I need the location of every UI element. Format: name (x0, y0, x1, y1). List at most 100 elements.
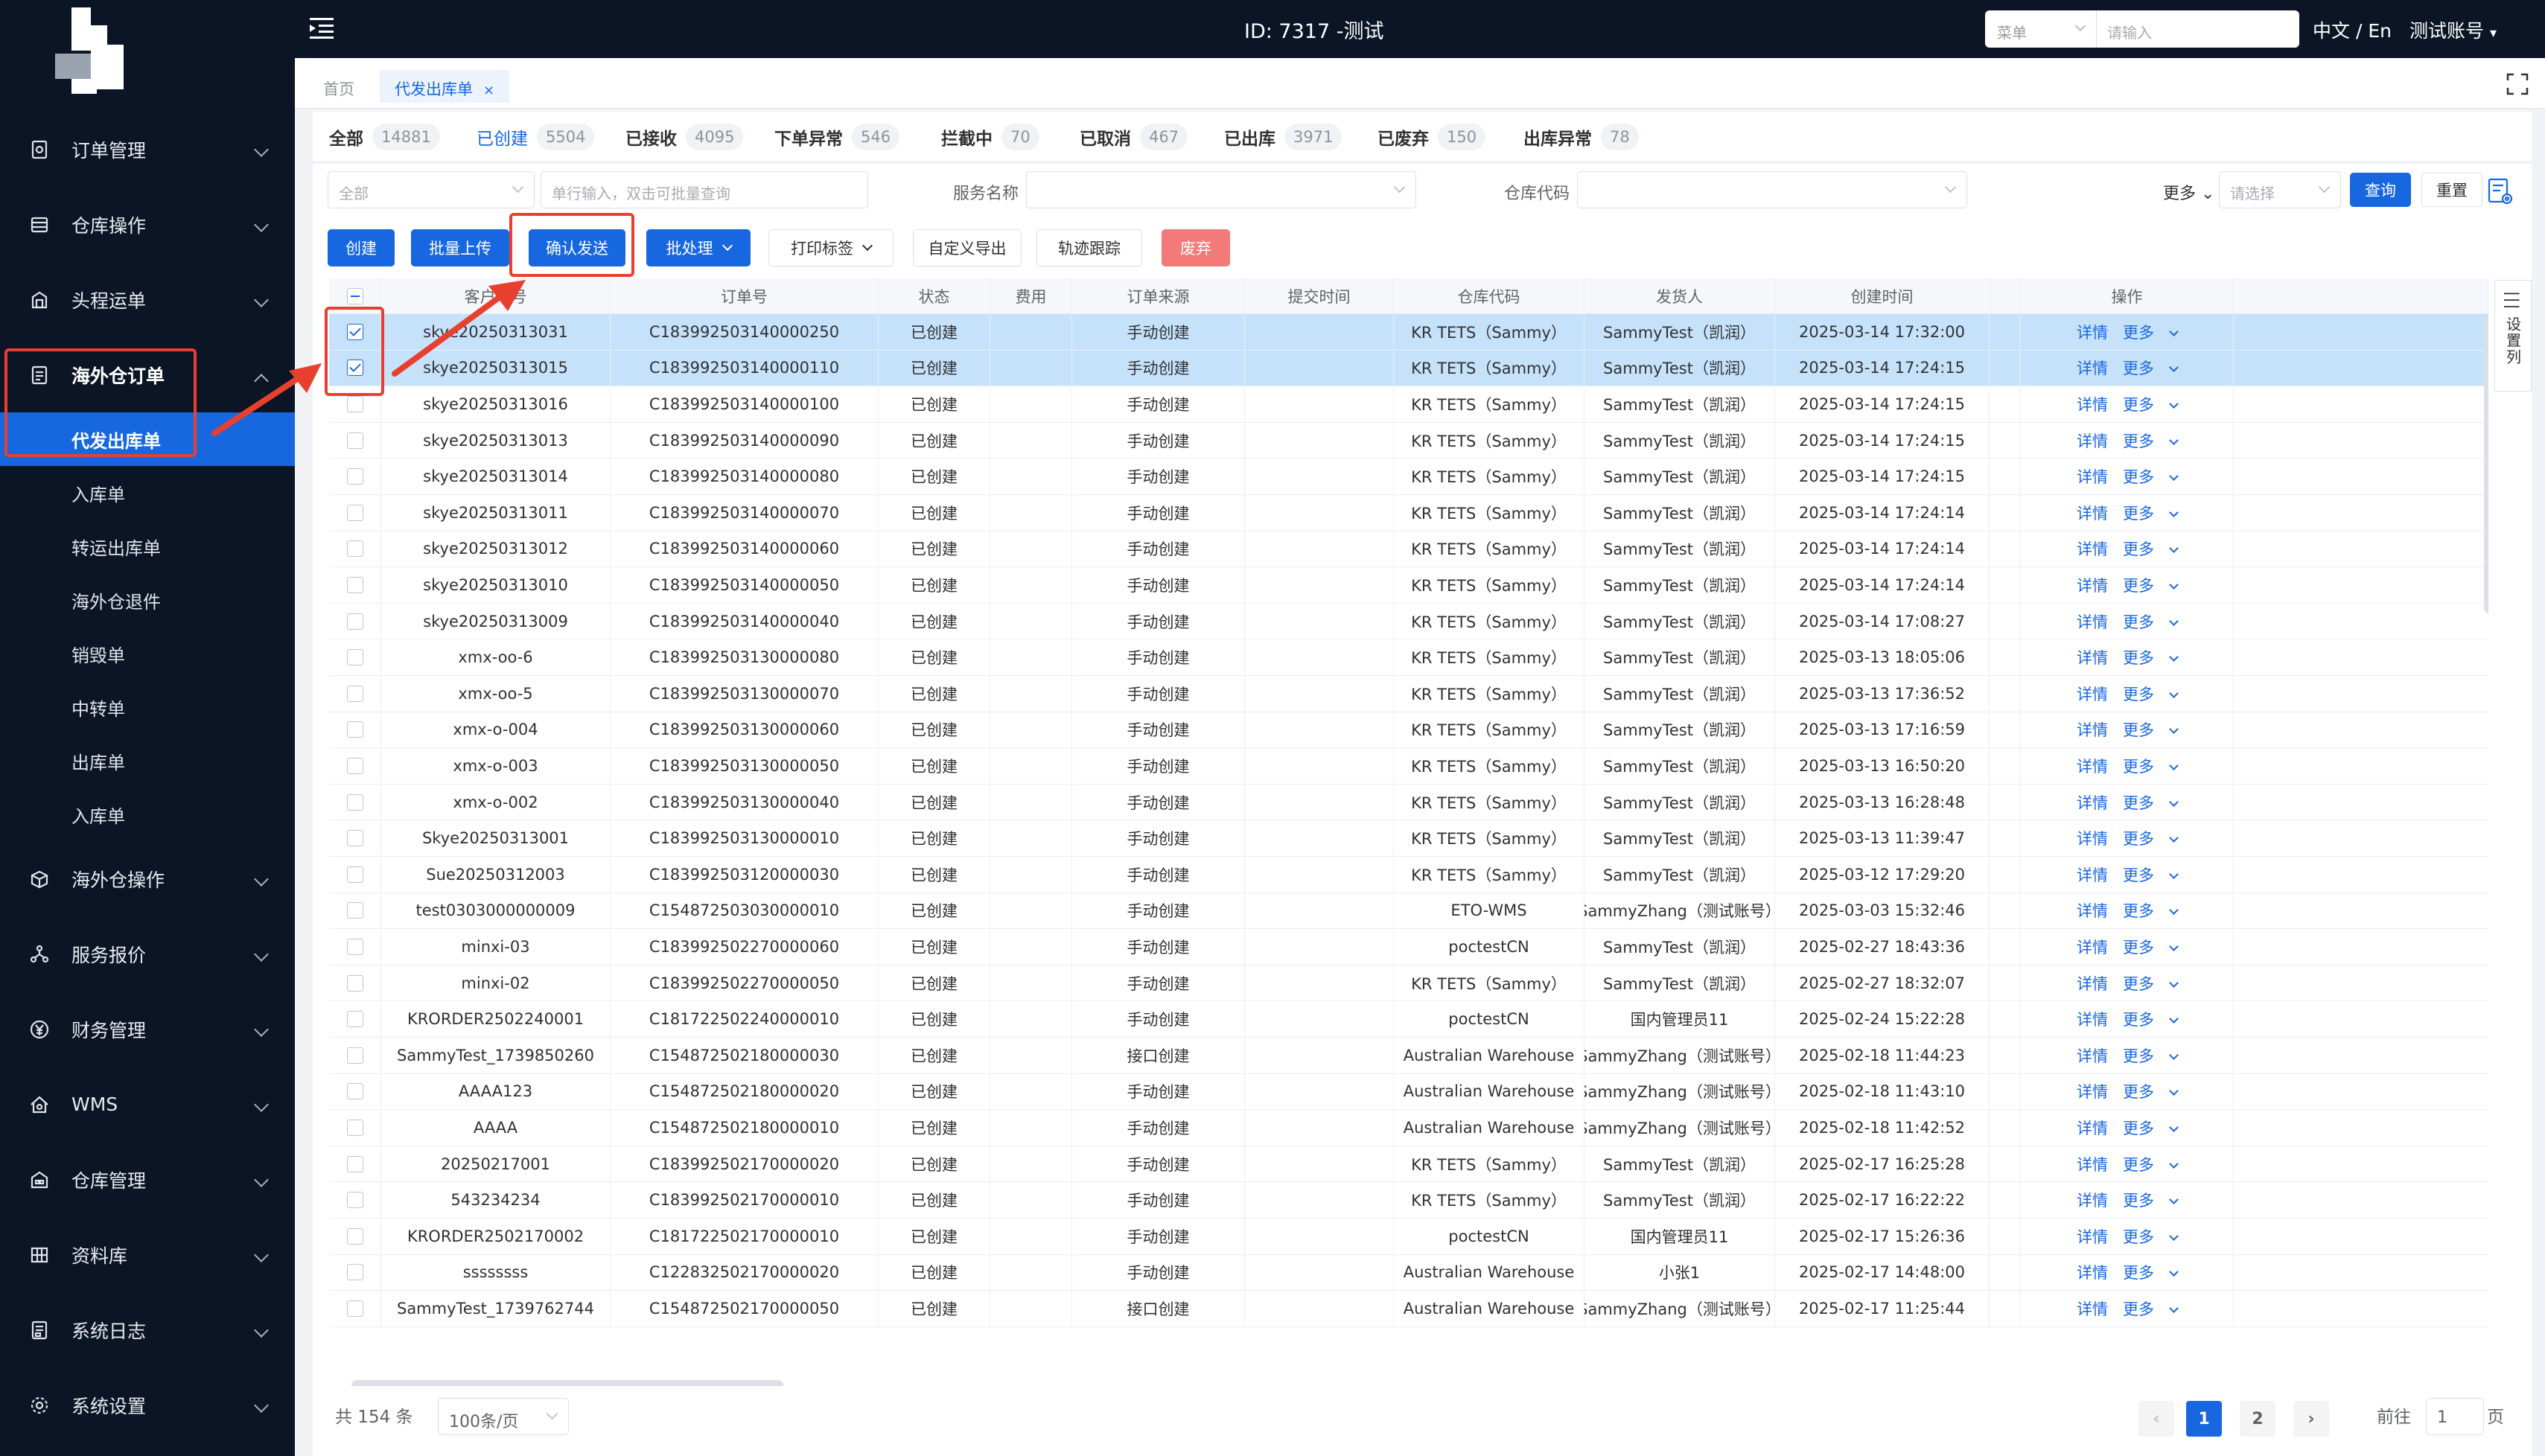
row-checkbox[interactable] (346, 649, 363, 666)
row-checkbox[interactable] (346, 323, 363, 340)
detail-link[interactable]: 详情 (2077, 1264, 2108, 1283)
detail-link[interactable]: 详情 (2077, 1083, 2108, 1102)
table-settings-icon[interactable] (2487, 177, 2514, 205)
order-search-input[interactable]: 单行输入，双击可批量查询 (541, 171, 868, 208)
row-checkbox[interactable] (346, 1300, 363, 1317)
more-link[interactable]: 更多 (2123, 321, 2179, 343)
tab-current[interactable]: 代发出库单 × (380, 70, 510, 103)
more-link[interactable]: 更多 (2123, 791, 2179, 814)
scope-select[interactable]: 全部 (328, 171, 535, 208)
more-link[interactable]: 更多 (2123, 1261, 2179, 1283)
table-row[interactable]: minxi-03 C183992502270000060 已创建 手动创建 poctes… (329, 929, 2488, 965)
more-link[interactable]: 更多 (2123, 718, 2179, 741)
row-checkbox[interactable] (346, 1155, 363, 1172)
detail-link[interactable]: 详情 (2077, 830, 2108, 849)
detail-link[interactable]: 详情 (2077, 1119, 2108, 1137)
row-checkbox[interactable] (346, 613, 363, 630)
sidebar-item-11[interactable]: 系统设置 (0, 1367, 295, 1443)
goto-page-input[interactable]: 1 (2426, 1398, 2484, 1435)
submenu-item-5[interactable]: 中转单 (71, 698, 125, 720)
detail-link[interactable]: 详情 (2077, 974, 2108, 993)
more-link[interactable]: 更多 (2123, 863, 2179, 886)
submenu-item-0[interactable]: 代发出库单 (0, 412, 295, 466)
detail-link[interactable]: 详情 (2077, 432, 2108, 450)
row-checkbox[interactable] (346, 866, 363, 883)
custom-export-button[interactable]: 自定义导出 (913, 229, 1022, 266)
row-checkbox[interactable] (346, 1192, 363, 1209)
table-row[interactable]: minxi-02 C183992502270000050 已创建 手动创建 KR TET… (329, 965, 2488, 1002)
detail-link[interactable]: 详情 (2077, 323, 2108, 342)
batch-upload-button[interactable]: 批量上传 (411, 229, 509, 266)
status-tab-5[interactable]: 已取消 467 (1080, 122, 1188, 152)
column-header[interactable]: 发货人 (1584, 278, 1775, 313)
detail-link[interactable]: 详情 (2077, 504, 2108, 523)
table-row[interactable]: skye20250313016 C183992503140000100 已创建 手动创… (329, 386, 2488, 423)
detail-link[interactable]: 详情 (2077, 902, 2108, 921)
row-checkbox[interactable] (346, 1047, 363, 1064)
column-header[interactable]: 费用 (990, 278, 1072, 313)
confirm-send-button[interactable]: 确认发送 (529, 229, 625, 266)
detail-link[interactable]: 详情 (2077, 938, 2108, 957)
submenu-item-7[interactable]: 入库单 (71, 805, 125, 827)
detail-link[interactable]: 详情 (2077, 794, 2108, 812)
set-columns-button[interactable]: ||| 设置列 (2494, 280, 2532, 392)
table-row[interactable]: test0303000000009 C154872503030000010 已创建 手… (329, 893, 2488, 930)
submenu-item-2[interactable]: 转运出库单 (71, 537, 161, 559)
table-row[interactable]: Skye20250313001 C183992503130000010 已创建 手动创… (329, 820, 2488, 857)
row-checkbox[interactable] (346, 504, 363, 521)
row-checkbox[interactable] (346, 360, 363, 377)
sidebar-item-8[interactable]: 仓库管理 (0, 1142, 295, 1217)
select-all-checkbox[interactable] (346, 287, 363, 304)
more-link[interactable]: 更多 (2123, 393, 2179, 415)
table-row[interactable]: skye20250313010 C183992503140000050 已创建 手动创… (329, 567, 2488, 604)
status-tab-7[interactable]: 已废弃 150 (1377, 122, 1486, 152)
row-checkbox[interactable] (346, 721, 363, 738)
search-type-select[interactable]: 菜单 (1985, 10, 2097, 48)
column-header[interactable]: 客户单号 (381, 278, 611, 313)
detail-link[interactable]: 详情 (2077, 649, 2108, 668)
account-menu[interactable]: 测试账号 ▾ (2409, 16, 2497, 43)
sidebar-item-6[interactable]: 财务管理 (0, 992, 295, 1067)
row-checkbox[interactable] (346, 432, 363, 449)
status-tab-3[interactable]: 下单异常 546 (774, 122, 900, 152)
more-link[interactable]: 更多 (2123, 574, 2179, 596)
detail-link[interactable]: 详情 (2077, 757, 2108, 776)
table-row[interactable]: KRORDER2502170002 C181722502170000010 已创建 手… (329, 1219, 2488, 1255)
table-row[interactable]: AAAA C154872502180000010 已创建 手动创建 Australian… (329, 1110, 2488, 1146)
sidebar-item-0[interactable]: 订单管理 (0, 112, 295, 187)
column-header[interactable]: 操作 (2021, 278, 2234, 313)
detail-link[interactable]: 详情 (2077, 866, 2108, 884)
more-link[interactable]: 更多 (2123, 646, 2179, 668)
tab-home[interactable]: 首页 (323, 80, 354, 98)
row-checkbox[interactable] (346, 540, 363, 558)
table-row[interactable]: AAAA123 C154872502180000020 已创建 手动创建 Austral… (329, 1073, 2488, 1111)
close-icon[interactable]: × (483, 83, 495, 98)
page-1-button[interactable]: 1 (2186, 1401, 2222, 1437)
sidebar-item-2[interactable]: 头程运单 (0, 262, 295, 337)
table-row[interactable]: KRORDER2502240001 C181722502240000010 已创建 手… (329, 1001, 2488, 1038)
more-link[interactable]: 更多 (2123, 1297, 2179, 1320)
submenu-item-1[interactable]: 入库单 (71, 484, 125, 505)
vertical-scrollbar[interactable] (2484, 316, 2488, 613)
more-link[interactable]: 更多 (2123, 1080, 2179, 1102)
next-page-button[interactable]: › (2293, 1401, 2329, 1437)
search-button[interactable]: 查询 (2350, 173, 2411, 207)
detail-link[interactable]: 详情 (2077, 613, 2108, 631)
detail-link[interactable]: 详情 (2077, 1047, 2108, 1065)
more-link[interactable]: 更多 (2123, 1189, 2179, 1211)
column-header[interactable]: 提交时间 (1245, 278, 1394, 313)
sidebar-item-3[interactable]: 海外仓订单 (0, 337, 295, 412)
table-row[interactable]: skye20250313012 C183992503140000060 已创建 手动创… (329, 531, 2488, 568)
menu-toggle-icon[interactable] (310, 16, 337, 40)
table-row[interactable]: skye20250313031 C183992503140000250 已创建 手动创… (329, 314, 2488, 351)
row-checkbox[interactable] (346, 938, 363, 955)
sidebar-item-9[interactable]: 资料库 (0, 1217, 295, 1292)
row-checkbox[interactable] (346, 974, 363, 992)
column-header[interactable]: 仓库代码 (1394, 278, 1584, 313)
sidebar-item-1[interactable]: 仓库操作 (0, 187, 295, 262)
table-row[interactable]: xmx-oo-5 C183992503130000070 已创建 手动创建 KR TET… (329, 676, 2488, 712)
print-label-button[interactable]: 打印标签 (768, 229, 894, 266)
table-row[interactable]: skye20250313013 C183992503140000090 已创建 手动创… (329, 422, 2488, 459)
column-header[interactable]: 订单来源 (1072, 278, 1245, 313)
more-link[interactable]: 更多 (2123, 357, 2179, 379)
